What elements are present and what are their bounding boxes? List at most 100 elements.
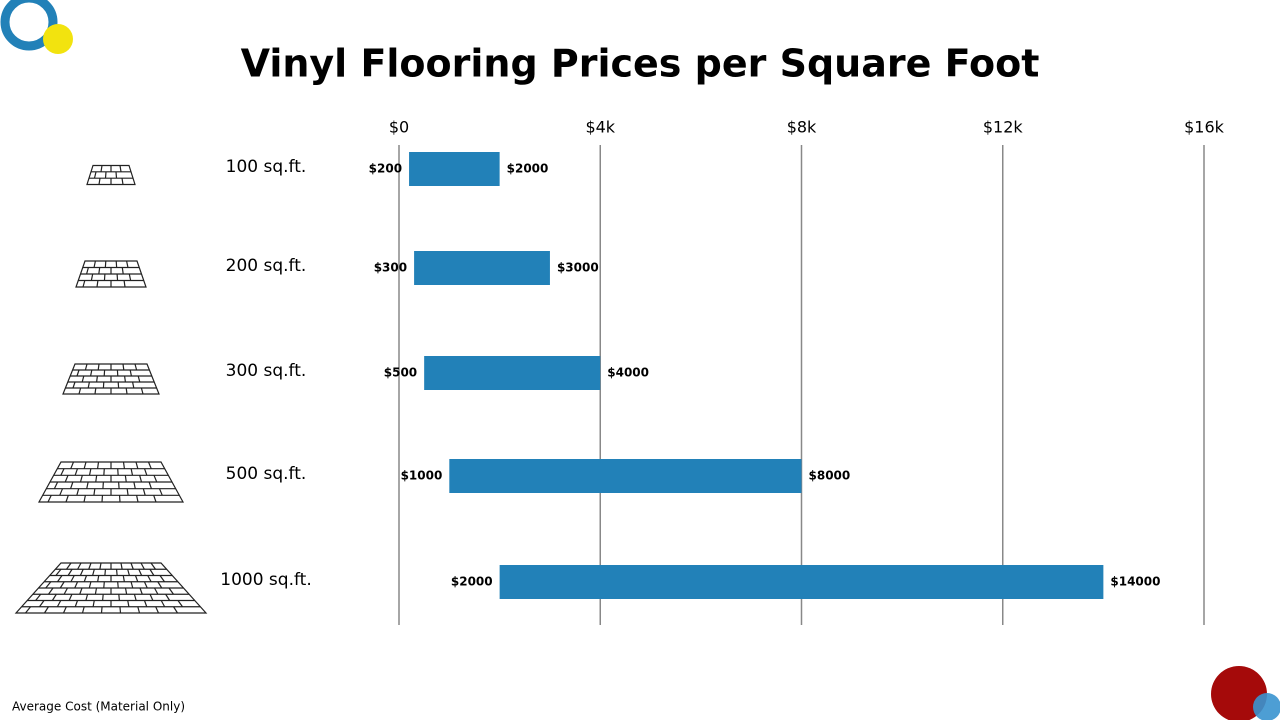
floor-line (137, 375, 141, 383)
floor-line (130, 581, 134, 589)
floor-line (139, 475, 143, 483)
floor-line (55, 568, 62, 576)
floor-line (149, 568, 155, 576)
floor-line (67, 568, 73, 576)
floor-line (100, 165, 103, 172)
floor-line (155, 606, 160, 614)
floor-line (173, 606, 179, 614)
floor-line (96, 375, 98, 383)
floor-line (79, 569, 84, 576)
floor-line (72, 381, 76, 389)
floor-line (149, 594, 154, 601)
floor-line (77, 562, 82, 570)
floor-line (96, 280, 99, 288)
floor-line (119, 606, 122, 614)
floor-line (25, 606, 32, 614)
floor-icon (75, 260, 147, 288)
floor-line (130, 562, 134, 570)
floor-line (48, 587, 54, 595)
floor-line (45, 581, 52, 589)
x-tick-label: $4k (585, 118, 615, 137)
floor-line (90, 273, 94, 281)
floor-line (57, 575, 63, 583)
floor-line (56, 600, 62, 608)
floor-line (87, 381, 90, 389)
decor-dot (43, 24, 73, 54)
floor-line (59, 488, 64, 496)
floor-line (142, 488, 146, 496)
x-tick-label: $8k (787, 118, 817, 137)
floor-line (140, 562, 145, 570)
start-label: $1000 (401, 469, 443, 483)
floor-line (65, 495, 69, 503)
floor-line (123, 280, 126, 288)
start-label: $200 (369, 162, 402, 176)
x-tick-label: $12k (983, 118, 1024, 137)
floor-line (86, 481, 89, 489)
chart-title: Vinyl Flooring Prices per Square Foot (241, 42, 1040, 86)
x-tick-label: $16k (1184, 118, 1225, 137)
floor-line (127, 600, 130, 607)
bar (414, 251, 550, 285)
floor-line (143, 581, 148, 589)
floor-line (96, 461, 100, 469)
floor-icon (14, 562, 208, 614)
floor-line (147, 575, 152, 583)
floor-line (68, 594, 73, 601)
floor-line (150, 562, 156, 570)
floor-line (168, 587, 174, 595)
floor-line (153, 587, 159, 595)
floor-line (88, 581, 92, 589)
floor-line (92, 569, 95, 576)
floor-line (81, 606, 85, 614)
floor-line (39, 600, 45, 608)
floor-line (102, 594, 104, 601)
floor-line (103, 581, 105, 589)
floor-line (135, 461, 139, 469)
floor-line (98, 267, 101, 275)
floor-line (79, 587, 83, 595)
floor-line (62, 606, 67, 614)
floor-line (92, 600, 95, 607)
bar (449, 459, 802, 493)
floor-line (122, 461, 126, 469)
floor-line (70, 461, 75, 469)
y-tick-label: 200 sq.ft. (226, 256, 307, 276)
floor-line (88, 562, 92, 570)
floor-line (117, 581, 119, 589)
floor-line (126, 488, 129, 496)
floor-line (70, 575, 75, 583)
floor-line (121, 178, 124, 185)
floor-line (177, 600, 183, 608)
floor-line (59, 581, 65, 589)
floor-line (140, 387, 144, 395)
floor-line (115, 569, 118, 576)
floor-line (138, 569, 143, 576)
floor-line (122, 575, 125, 582)
floor-line (82, 280, 86, 288)
bar (499, 565, 1104, 599)
floor-line (66, 562, 72, 570)
end-label: $14000 (1110, 575, 1160, 589)
end-label: $2000 (507, 162, 549, 176)
y-tick-label: 100 sq.ft. (226, 157, 307, 177)
floor-line (125, 387, 128, 395)
floor-line (126, 260, 129, 268)
y-tick-label: 1000 sq.ft. (220, 570, 311, 590)
floor-line (90, 369, 93, 377)
floor-line (93, 171, 97, 179)
floor-line (88, 468, 92, 476)
floor-line (129, 369, 132, 377)
floor-line (157, 581, 163, 589)
floor-line (47, 495, 52, 503)
floor-line (83, 495, 86, 503)
floor-line (94, 387, 97, 395)
floor-line (97, 575, 100, 582)
floor-line (153, 475, 158, 483)
x-tick-label: $0 (389, 118, 409, 137)
floor-line (136, 495, 139, 503)
floor-line (60, 468, 65, 476)
floor-line (83, 575, 88, 582)
y-tick-label: 500 sq.ft. (226, 464, 307, 484)
floor-line (85, 594, 89, 601)
